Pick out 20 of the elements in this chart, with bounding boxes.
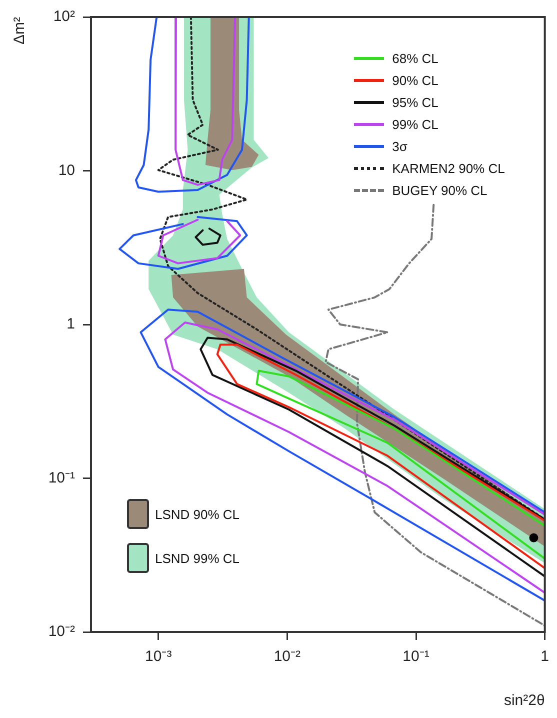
y-tick-label: 10⁻¹	[48, 469, 75, 486]
legend-label: 99% CL	[392, 116, 438, 132]
x-tick-label: 1	[540, 648, 549, 666]
x-tick-label: 10⁻³	[145, 648, 172, 666]
legend-label: KARMEN2 90% CL	[392, 160, 505, 176]
y-tick-label: 10²	[53, 8, 75, 26]
y-axis-title: Δm²	[11, 17, 28, 45]
x-tick-label: 10⁻¹	[402, 648, 430, 666]
legend-label: 90% CL	[392, 72, 438, 88]
x-axis-title: sin²2θ	[504, 692, 545, 710]
legend-label: 95% CL	[392, 94, 438, 110]
legend-label: LSND 99% CL	[155, 550, 240, 566]
y-tick-label: 10⁻²	[48, 623, 75, 640]
x-tick-label: 10⁻²	[274, 648, 301, 666]
legend-label: 68% CL	[392, 50, 438, 66]
legend-label: 3σ	[392, 138, 408, 154]
y-tick-label: 10	[58, 162, 75, 179]
legend-label: LSND 90% CL	[155, 506, 240, 522]
legend-label: BUGEY 90% CL	[392, 182, 488, 198]
y-tick-label: 1	[66, 316, 75, 333]
